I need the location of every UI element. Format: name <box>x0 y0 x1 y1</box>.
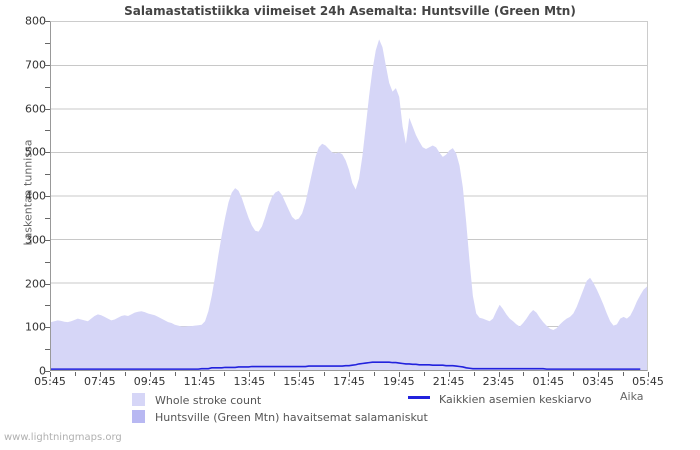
x-tick-mark-minor <box>74 372 76 376</box>
plot-svg <box>51 39 647 370</box>
legend-item-huntsville: Huntsville (Green Mtn) havaitsemat salam… <box>132 410 428 424</box>
y-tick-mark-minor <box>45 261 50 263</box>
y-tick-mark-minor <box>45 174 50 176</box>
x-tick-mark-minor <box>124 372 126 376</box>
x-tick-label: 05:45 <box>34 375 66 388</box>
y-tick-mark-minor <box>45 305 50 307</box>
x-tick-mark <box>199 372 201 377</box>
x-tick-mark-minor <box>473 372 475 376</box>
x-tick-label: 15:45 <box>283 375 316 388</box>
y-tick-mark <box>44 21 50 22</box>
x-tick-label: 13:45 <box>233 375 266 388</box>
series-area <box>51 39 647 370</box>
y-tick-mark <box>44 108 50 110</box>
y-tick-label: 500 <box>25 145 46 159</box>
x-tick-mark <box>548 372 550 377</box>
legend-label-whole-stroke-count: Whole stroke count <box>155 394 262 407</box>
x-tick-label: 23:45 <box>482 375 515 388</box>
legend-item-whole-stroke-count: Whole stroke count <box>132 393 261 407</box>
chart-legend: Whole stroke count Huntsville (Green Mtn… <box>0 392 700 424</box>
x-tick-label: 07:45 <box>83 375 116 388</box>
x-tick-mark-minor <box>423 372 425 376</box>
y-tick-mark <box>44 239 50 241</box>
y-tick-label: 200 <box>25 277 46 290</box>
x-tick-mark <box>99 372 101 377</box>
y-tick-mark-minor <box>45 86 50 88</box>
legend-label-average: Kaikkien asemien keskiarvo <box>439 393 592 406</box>
x-tick-mark <box>299 372 301 377</box>
y-tick-mark-minor <box>45 130 50 132</box>
site-watermark: www.lightningmaps.org <box>4 432 122 443</box>
x-tick-mark <box>598 372 600 377</box>
legend-swatch-huntsville <box>132 410 145 423</box>
x-tick-label: 01:45 <box>532 375 565 388</box>
y-tick-mark <box>44 64 50 66</box>
y-tick-label: 600 <box>25 102 46 115</box>
x-tick-mark <box>349 372 350 377</box>
y-tick-mark-minor <box>45 217 50 219</box>
x-tick-mark-minor <box>573 372 575 376</box>
y-tick-label: 400 <box>25 189 46 203</box>
x-tick-mark <box>498 372 500 377</box>
x-tick-label: 09:45 <box>133 375 166 388</box>
x-tick-mark-minor <box>274 372 276 376</box>
y-tick-mark-minor <box>45 42 50 44</box>
x-tick-label: 19:45 <box>382 375 415 388</box>
x-tick-mark <box>648 372 649 377</box>
plot-area <box>50 21 648 371</box>
y-tick-mark-minor <box>45 349 50 351</box>
x-tick-mark-minor <box>224 372 226 376</box>
x-tick-label: 05:45 <box>632 375 664 388</box>
series-line <box>51 361 641 370</box>
y-tick-label: 0 <box>39 364 46 378</box>
y-tick-mark <box>44 327 50 329</box>
y-tick-mark <box>44 196 50 197</box>
x-tick-mark-minor <box>373 372 375 376</box>
x-tick-mark-minor <box>174 372 176 376</box>
x-tick-mark-minor <box>324 372 326 376</box>
legend-label-huntsville: Huntsville (Green Mtn) havaitsemat salam… <box>155 411 428 424</box>
x-tick-mark <box>149 372 151 377</box>
x-tick-mark-minor <box>523 372 525 376</box>
x-tick-mark <box>448 372 450 377</box>
legend-swatch-whole-stroke-count <box>132 393 145 406</box>
y-tick-mark <box>44 152 50 154</box>
x-axis-label: Aika <box>620 390 644 403</box>
x-tick-label: 11:45 <box>183 375 216 388</box>
y-tick-label: 100 <box>25 320 46 334</box>
x-tick-mark <box>50 372 51 377</box>
chart-title: Salamastatistiikka viimeiset 24h Asemalt… <box>124 4 576 18</box>
x-tick-mark <box>249 372 251 377</box>
legend-item-average: Kaikkien asemien keskiarvo <box>408 393 592 406</box>
x-tick-label: 17:45 <box>333 375 365 388</box>
x-tick-label: 03:45 <box>582 375 615 388</box>
y-tick-label: 700 <box>25 58 46 72</box>
y-tick-label: 300 <box>25 233 46 247</box>
x-tick-label: 21:45 <box>432 375 465 388</box>
x-tick-mark-minor <box>623 372 625 376</box>
y-tick-label: 800 <box>25 14 46 28</box>
legend-line-average <box>408 396 430 399</box>
y-tick-mark <box>44 371 50 372</box>
x-tick-mark <box>398 372 400 377</box>
y-tick-mark <box>44 283 50 285</box>
